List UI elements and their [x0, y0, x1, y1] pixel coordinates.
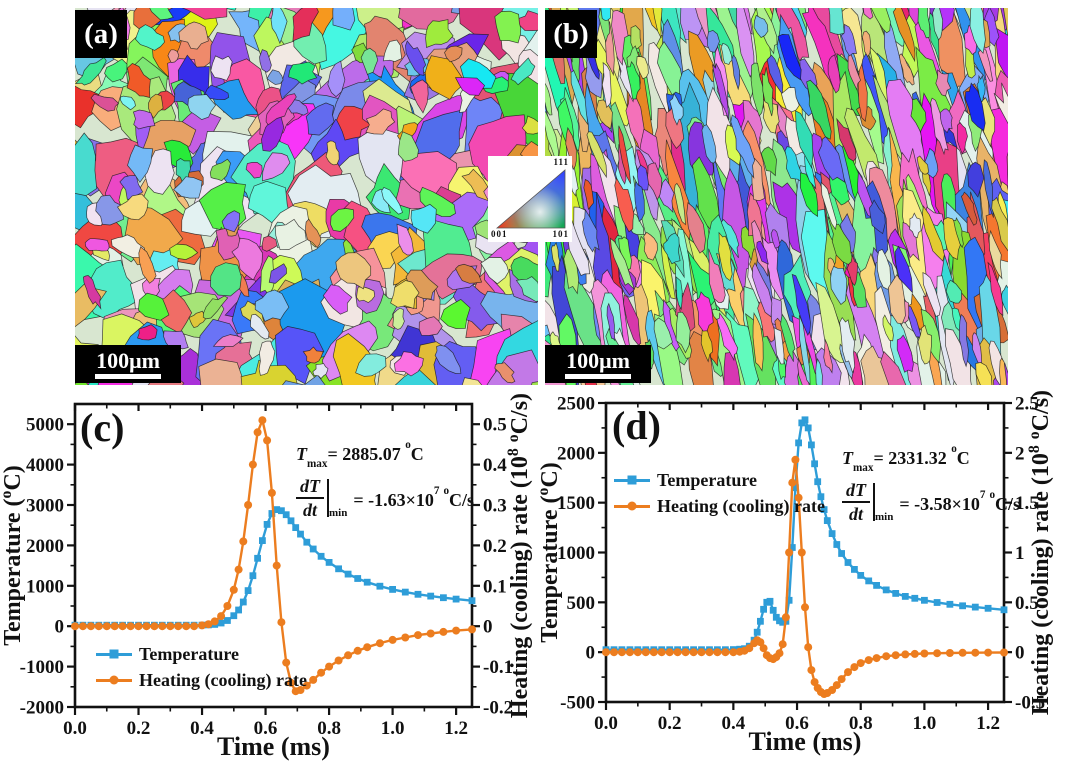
- svg-text:Time (ms): Time (ms): [217, 732, 330, 761]
- svg-text:1: 1: [1015, 543, 1025, 564]
- chart-d-tmax: Tmax= 2331.32 oC: [842, 442, 970, 475]
- svg-text:2: 2: [1015, 443, 1025, 464]
- chart-d-plot: 0.0 0.2 0.4 0.6 0.8 1.0 1.2-500050010001500200…: [540, 390, 1054, 756]
- square-marker-icon: [109, 649, 119, 659]
- circle-marker-icon: [109, 675, 119, 685]
- svg-text:-0.1: -0.1: [483, 657, 513, 678]
- svg-text:4000: 4000: [26, 455, 64, 476]
- svg-text:0: 0: [586, 643, 596, 664]
- evaluated-at-bar: [873, 482, 875, 521]
- svg-text:1.0: 1.0: [913, 713, 937, 734]
- svg-text:0.4: 0.4: [721, 713, 745, 734]
- ipf-label-101: 101: [552, 229, 569, 239]
- temperature-line-sample: [96, 649, 132, 659]
- chart-c-label: (c): [80, 405, 125, 450]
- svg-text:1000: 1000: [557, 543, 595, 564]
- circle-marker-icon: [627, 501, 637, 511]
- chart-c-annotation: Tmax= 2885.07 oC dT dt min = -1.63×107 oC/…: [296, 438, 474, 519]
- legend-item-heating-rate: Heating (cooling) rate: [96, 670, 307, 690]
- square-marker-icon: [627, 475, 637, 485]
- svg-text:2000: 2000: [557, 443, 595, 464]
- svg-text:0.0: 0.0: [594, 713, 618, 734]
- svg-text:Heating (cooling) rate (108 oC: Heating (cooling) rate (108 oC/s): [1026, 390, 1054, 715]
- svg-text:1.0: 1.0: [381, 718, 405, 739]
- panel-b-scalebar-text: 100μm: [566, 348, 630, 373]
- svg-text:0: 0: [483, 617, 493, 638]
- svg-text:0: 0: [55, 617, 65, 638]
- ebsd-map-a-image: [75, 8, 538, 385]
- panel-a-scalebar-line: [95, 374, 161, 379]
- svg-text:1000: 1000: [26, 576, 64, 597]
- panel-a-label: (a): [75, 10, 127, 58]
- svg-text:1.5: 1.5: [1015, 493, 1039, 514]
- svg-text:0.5: 0.5: [1015, 593, 1039, 614]
- panel-a-scalebar: 100μm: [75, 345, 181, 383]
- svg-text:0.3: 0.3: [483, 496, 507, 517]
- svg-text:0.2: 0.2: [483, 536, 507, 557]
- chart-d-label: (d): [612, 403, 661, 448]
- svg-text:500: 500: [567, 593, 596, 614]
- ipf-label-111: 111: [553, 157, 569, 167]
- svg-text:0.6: 0.6: [254, 718, 278, 739]
- svg-text:0.5: 0.5: [483, 415, 507, 436]
- svg-text:2000: 2000: [26, 536, 64, 557]
- panel-a-scalebar-text: 100μm: [96, 348, 160, 373]
- ipf-label-001: 001: [491, 229, 508, 239]
- svg-text:0.4: 0.4: [483, 455, 507, 476]
- svg-text:Time (ms): Time (ms): [749, 727, 862, 756]
- svg-text:0.1: 0.1: [483, 576, 507, 597]
- svg-text:0.6: 0.6: [785, 713, 809, 734]
- svg-text:0: 0: [1015, 643, 1025, 664]
- svg-text:5000: 5000: [26, 415, 64, 436]
- svg-text:-0.2: -0.2: [483, 698, 513, 719]
- svg-text:0.0: 0.0: [63, 718, 87, 739]
- rate-line-sample: [614, 501, 650, 511]
- svg-text:0.8: 0.8: [849, 713, 873, 734]
- ebsd-map-panel-b: (b) 100μm: [545, 8, 1008, 385]
- chart-c-legend: Temperature Heating (cooling) rate: [96, 644, 307, 690]
- chart-c-tmax: Tmax= 2885.07 oC: [296, 438, 424, 471]
- legend-item-temperature: Temperature: [96, 644, 307, 664]
- chart-d: 0.0 0.2 0.4 0.6 0.8 1.0 1.2 -500 0 500 1000 1500 200…: [540, 390, 1080, 763]
- panel-b-scalebar: 100μm: [545, 345, 651, 383]
- legend-item-heating-rate: Heating (cooling) rate: [614, 496, 825, 516]
- svg-text:-2000: -2000: [20, 698, 64, 719]
- ipf-triangle: [488, 156, 572, 242]
- chart-c-plot: 0.0 0.2 0.4 0.6 0.8 1.0 1.2 -2000 -1000 0 1000 2000…: [0, 393, 533, 761]
- chart-c-rate-min: dT dt min = -1.63×107 oC/s: [296, 477, 474, 519]
- svg-text:1.2: 1.2: [444, 718, 468, 739]
- svg-text:2500: 2500: [557, 394, 595, 415]
- chart-d-annotation: Tmax= 2331.32 oC dT dt min = -3.58×107 oC/…: [842, 442, 1020, 523]
- svg-text:3000: 3000: [26, 496, 64, 517]
- chart-d-rate-min: dT dt min = -3.58×107 oC/s: [842, 481, 1020, 523]
- evaluated-at-bar: [327, 478, 329, 517]
- svg-text:2.5: 2.5: [1015, 394, 1039, 415]
- panel-b-label: (b): [545, 10, 597, 58]
- rate-line-sample: [96, 675, 132, 685]
- svg-text:-1000: -1000: [20, 657, 64, 678]
- svg-text:0.8: 0.8: [317, 718, 341, 739]
- chart-c: 0.0 0.2 0.4 0.6 0.8 1.0 1.2 -2000 -1000 0 1000 2000…: [0, 390, 540, 763]
- ebsd-map-panel-a: (a) 100μm: [75, 8, 538, 385]
- svg-text:Heating (cooling) rate (108 oC: Heating (cooling) rate (108 oC/s): [505, 393, 533, 718]
- svg-text:-0.5: -0.5: [1015, 693, 1045, 714]
- temperature-line-sample: [614, 475, 650, 485]
- ipf-color-key: 111 001 101: [488, 156, 572, 242]
- svg-text:-500: -500: [560, 693, 595, 714]
- panel-b-scalebar-line: [565, 374, 631, 379]
- legend-item-temperature: Temperature: [614, 470, 825, 490]
- svg-text:Temperature (oC): Temperature (oC): [0, 465, 26, 646]
- svg-text:1.2: 1.2: [976, 713, 1000, 734]
- svg-text:0.2: 0.2: [127, 718, 151, 739]
- svg-text:1500: 1500: [557, 493, 595, 514]
- svg-text:0.2: 0.2: [658, 713, 682, 734]
- svg-text:0.4: 0.4: [190, 718, 214, 739]
- chart-d-legend: Temperature Heating (cooling) rate: [614, 470, 825, 516]
- ebsd-map-b-image: [545, 8, 1008, 385]
- svg-text:Temperature (oC): Temperature (oC): [540, 462, 563, 643]
